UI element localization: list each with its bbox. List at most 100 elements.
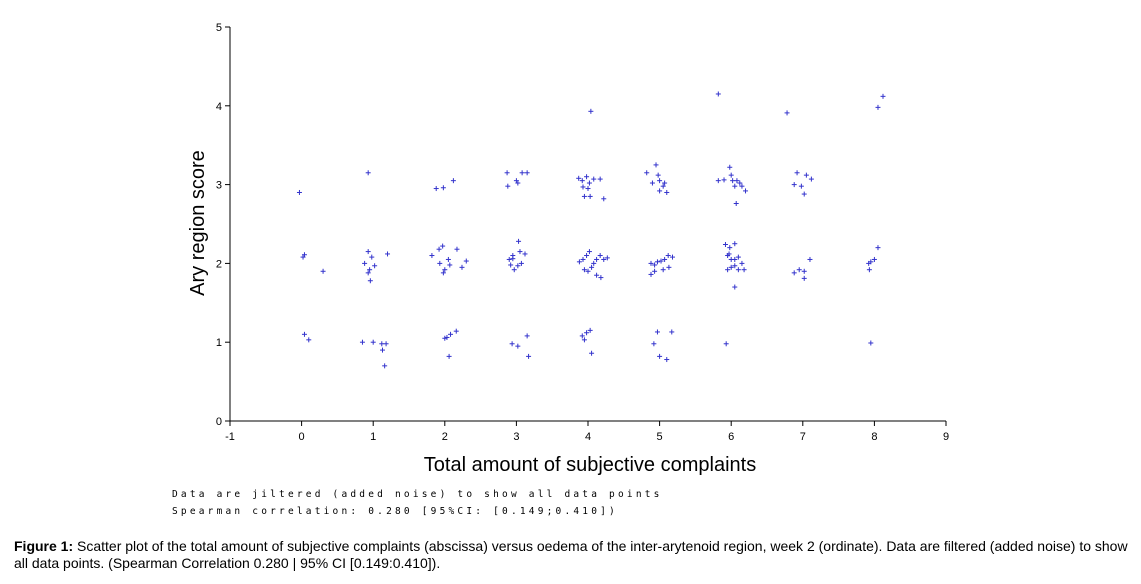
- data-point: [871, 256, 877, 262]
- data-point: [444, 334, 450, 340]
- data-point: [715, 178, 721, 184]
- data-point: [586, 180, 592, 186]
- data-point: [367, 267, 373, 273]
- data-point: [655, 172, 661, 178]
- data-point: [739, 260, 745, 266]
- data-point: [379, 341, 385, 347]
- data-point: [654, 329, 660, 335]
- data-point: [727, 164, 733, 170]
- data-point: [506, 256, 512, 262]
- data-point: [576, 175, 582, 181]
- x-tick-label: 2: [442, 431, 448, 443]
- data-point: [359, 339, 365, 345]
- jitter-note: Data are jiltered (added noise) to show …: [172, 489, 663, 500]
- data-point: [664, 189, 670, 195]
- data-point: [657, 188, 663, 194]
- data-point: [739, 183, 745, 189]
- data-point: [365, 249, 371, 255]
- data-point: [516, 238, 522, 244]
- data-point: [519, 170, 525, 176]
- data-point: [504, 170, 510, 176]
- chart-notes: Data are jiltered (added noise) to show …: [172, 486, 663, 520]
- data-point: [524, 333, 530, 339]
- data-point: [518, 260, 524, 266]
- data-point: [660, 183, 666, 189]
- data-point: [588, 108, 594, 114]
- data-point: [728, 264, 734, 270]
- data-point: [808, 176, 814, 182]
- y-tick-label: 1: [216, 337, 222, 349]
- data-point: [584, 253, 590, 259]
- data-points: [296, 91, 886, 369]
- data-point: [723, 341, 729, 347]
- data-point: [587, 327, 593, 333]
- data-point: [737, 180, 743, 186]
- data-point: [791, 182, 797, 188]
- data-point: [735, 254, 741, 260]
- data-point: [369, 254, 375, 260]
- data-point: [875, 104, 881, 110]
- data-point: [372, 263, 378, 269]
- data-point: [511, 267, 517, 273]
- data-point: [734, 178, 740, 184]
- data-point: [436, 246, 442, 252]
- data-point: [576, 259, 582, 265]
- x-tick-label: 4: [585, 431, 591, 443]
- data-point: [383, 341, 389, 347]
- data-point: [580, 184, 586, 190]
- data-point: [594, 256, 600, 262]
- data-point: [585, 186, 591, 192]
- data-point: [652, 262, 658, 268]
- data-point: [591, 260, 597, 266]
- data-point: [660, 267, 666, 273]
- data-point: [301, 331, 307, 337]
- data-point: [524, 170, 530, 176]
- x-tick-label: -1: [225, 431, 235, 443]
- data-point: [446, 353, 452, 359]
- data-point: [429, 253, 435, 259]
- data-point: [581, 337, 587, 343]
- data-point: [579, 178, 585, 184]
- data-point: [585, 268, 591, 274]
- data-point: [794, 170, 800, 176]
- data-point: [664, 357, 670, 363]
- spearman-note: Spearman correlation: 0.280 [95%CI: [0.1…: [172, 506, 618, 517]
- data-point: [601, 196, 607, 202]
- caption-text: Scatter plot of the total amount of subj…: [14, 538, 1128, 571]
- data-point: [589, 264, 595, 270]
- data-point: [604, 255, 610, 261]
- data-point: [725, 267, 731, 273]
- data-point: [648, 260, 654, 266]
- data-point: [584, 330, 590, 336]
- data-point: [448, 331, 454, 337]
- data-point: [515, 180, 521, 186]
- data-point: [666, 264, 672, 270]
- data-point: [868, 340, 874, 346]
- data-point: [730, 178, 736, 184]
- data-point: [649, 180, 655, 186]
- data-point: [454, 246, 460, 252]
- data-point: [732, 183, 738, 189]
- data-point: [296, 189, 302, 195]
- y-tick-label: 5: [216, 22, 222, 34]
- data-point: [657, 353, 663, 359]
- data-point: [433, 186, 439, 192]
- data-point: [447, 262, 453, 268]
- data-point: [669, 329, 675, 335]
- data-point: [517, 249, 523, 255]
- data-point: [579, 333, 585, 339]
- data-point: [803, 172, 809, 178]
- data-point: [515, 343, 521, 349]
- data-point: [732, 256, 738, 262]
- data-point: [732, 263, 738, 269]
- data-point: [463, 258, 469, 264]
- figure-caption: Figure 1: Scatter plot of the total amou…: [14, 538, 1132, 572]
- data-point: [591, 176, 597, 182]
- data-point: [306, 337, 312, 343]
- data-point: [801, 191, 807, 197]
- data-point: [437, 260, 443, 266]
- x-tick-label: 3: [513, 431, 519, 443]
- data-point: [510, 256, 516, 262]
- data-point: [715, 91, 721, 97]
- data-point: [798, 183, 804, 189]
